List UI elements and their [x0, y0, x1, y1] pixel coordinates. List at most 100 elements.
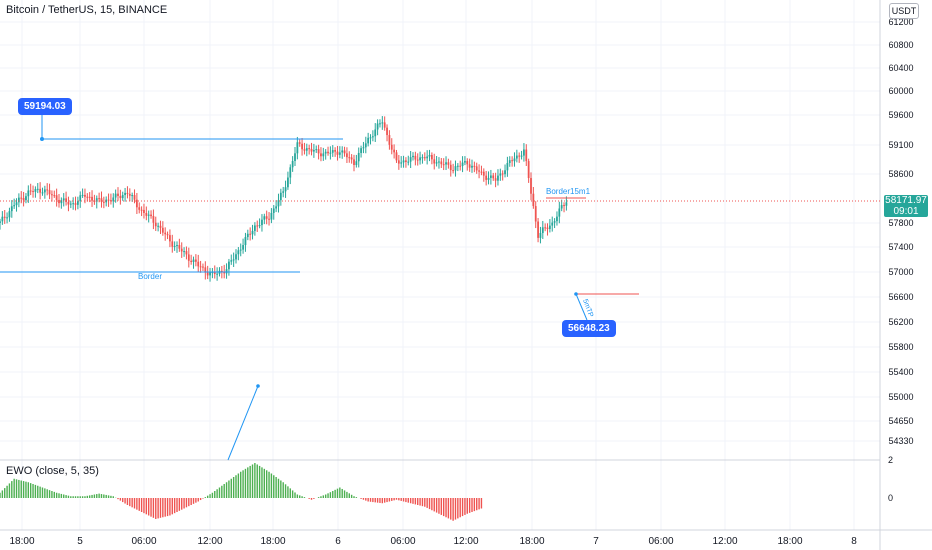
- candle-body: [223, 271, 226, 274]
- price-tick-label: 61200: [888, 17, 913, 27]
- candle-body: [393, 149, 396, 153]
- candle-body: [371, 136, 374, 138]
- candle-body: [230, 260, 233, 262]
- trend-line: [227, 385, 259, 461]
- candle-body: [438, 161, 440, 163]
- candle-body: [95, 198, 98, 202]
- candle-body: [494, 178, 497, 181]
- time-tick-label: 8: [851, 536, 857, 547]
- candle-body: [277, 200, 280, 207]
- candle-body: [353, 159, 355, 166]
- candle-body: [46, 189, 49, 191]
- candle-body: [213, 271, 216, 274]
- candle-body: [294, 153, 296, 161]
- time-tick-label: 7: [593, 536, 599, 547]
- candle-body: [331, 150, 334, 153]
- candle-body: [423, 157, 426, 159]
- candle-body: [558, 208, 561, 217]
- candle-body: [383, 122, 386, 128]
- border15-label: Border15m1: [546, 187, 591, 196]
- candle-body: [513, 158, 516, 162]
- candle-body: [150, 214, 152, 217]
- candle-body: [464, 161, 466, 163]
- candle-body: [0, 221, 1, 223]
- high-callout[interactable]: 59194.03: [18, 98, 72, 115]
- tp-stem: [575, 293, 588, 321]
- candle-body: [282, 191, 285, 193]
- candle-body: [114, 193, 117, 198]
- candle-body: [91, 196, 93, 201]
- candle-body: [98, 198, 101, 200]
- time-tick-label: 06:00: [390, 536, 415, 547]
- candle-body: [102, 201, 105, 203]
- candle-body: [334, 150, 337, 152]
- price-axis[interactable]: 61200 60800 60400 60000 59600 59100 58600 57800…: [888, 17, 913, 446]
- candle-body: [74, 203, 77, 205]
- candle-body: [466, 161, 469, 165]
- candle-body: [456, 165, 459, 167]
- candle-body: [390, 144, 393, 150]
- price-tick-label: 57000: [888, 267, 913, 277]
- candle-body: [244, 237, 247, 246]
- candle-body: [121, 195, 124, 199]
- candle-body: [48, 190, 51, 195]
- candle-body: [433, 159, 436, 164]
- candle-body: [232, 259, 235, 261]
- candle-body: [296, 142, 299, 154]
- price-tick-label: 55000: [888, 392, 913, 402]
- candle-body: [60, 200, 63, 204]
- candle-body: [489, 175, 492, 178]
- level-lines: Border Border15m1 5mTP: [0, 112, 880, 461]
- candle-body: [473, 165, 476, 167]
- candle-body: [43, 189, 46, 193]
- candle-body: [539, 233, 542, 238]
- candle-body: [395, 152, 398, 161]
- time-axis[interactable]: 18:00 5 06:00 12:00 18:00 6 06:00 12:00 18:00 7 06…: [9, 536, 857, 547]
- candle-body: [534, 206, 537, 222]
- candle-body: [270, 212, 273, 220]
- candle-body: [346, 153, 348, 158]
- candle-body: [461, 162, 464, 166]
- candle-body: [133, 195, 136, 200]
- candle-body: [548, 225, 551, 229]
- low-callout[interactable]: 56648.23: [562, 320, 616, 337]
- ewo-tick-label: 2: [888, 455, 893, 465]
- candle-body: [504, 170, 506, 175]
- candle-body: [454, 166, 457, 171]
- candle-body: [169, 235, 171, 242]
- candle-body: [341, 150, 344, 153]
- candle-body: [336, 151, 339, 155]
- candle-body: [537, 221, 539, 238]
- candle-body: [152, 216, 155, 223]
- candle-body: [303, 149, 306, 151]
- candle-body: [36, 188, 39, 190]
- candle-body: [261, 219, 263, 226]
- candle-body: [65, 198, 67, 202]
- price-tick-label: 54330: [888, 436, 913, 446]
- candle-body: [440, 161, 443, 165]
- candle-body: [258, 225, 261, 227]
- candle-body: [449, 164, 452, 171]
- indicator-title[interactable]: EWO (close, 5, 35): [6, 465, 99, 477]
- candle-body: [565, 202, 568, 206]
- candle-body: [305, 148, 308, 151]
- candle-body: [518, 155, 521, 157]
- candle-body: [397, 160, 400, 164]
- candle-body: [405, 160, 407, 162]
- price-tick-label: 60000: [888, 86, 913, 96]
- candle-body: [84, 194, 86, 197]
- candle-body: [143, 209, 145, 213]
- candle-body: [124, 192, 126, 196]
- candle-body: [199, 266, 202, 268]
- candle-body: [343, 150, 346, 154]
- time-tick-label: 18:00: [260, 536, 285, 547]
- candle-body: [475, 166, 478, 171]
- candle-body: [428, 155, 431, 157]
- candle-body: [544, 227, 547, 229]
- candle-body: [209, 272, 211, 276]
- candle-body: [225, 269, 228, 274]
- candle-body: [386, 127, 388, 136]
- currency-badge[interactable]: USDT: [889, 3, 919, 19]
- time-tick-label: 12:00: [197, 536, 222, 547]
